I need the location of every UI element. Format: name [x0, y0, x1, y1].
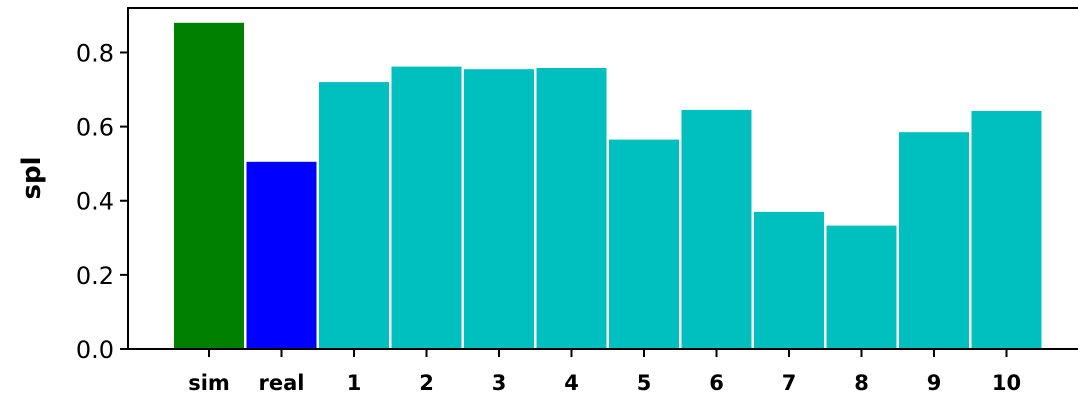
y-tick-label: 0.8	[76, 39, 114, 67]
x-tick-label-sim: sim	[188, 371, 230, 395]
y-tick-label: 0.6	[76, 114, 114, 142]
x-tick-label-3: 3	[492, 371, 507, 395]
x-tick-label-8: 8	[854, 371, 869, 395]
bar-5	[609, 139, 679, 349]
bar-10	[971, 111, 1042, 349]
bar-real	[246, 161, 317, 349]
y-axis-title: spl	[17, 157, 47, 200]
bars-group	[174, 22, 1042, 350]
x-tick-label-10: 10	[992, 371, 1021, 395]
bar-4	[536, 68, 607, 349]
x-tick-label-9: 9	[927, 371, 942, 395]
x-tick-label-1: 1	[347, 371, 362, 395]
y-tick-label: 0.4	[76, 188, 114, 216]
bar-2	[391, 66, 462, 349]
bar-8	[826, 225, 897, 349]
y-ticks-group: 0.0 0.2 0.4 0.6 0.8	[76, 39, 128, 364]
x-tick-label-6: 6	[709, 371, 724, 395]
y-tick-label: 0.0	[76, 336, 114, 364]
x-tick-label-real: real	[259, 371, 305, 395]
x-tick-label-2: 2	[419, 371, 434, 395]
bar-9	[899, 132, 969, 349]
bar-6	[681, 109, 752, 350]
x-tick-label-5: 5	[637, 371, 652, 395]
bar-7	[754, 211, 824, 349]
x-tick-label-4: 4	[564, 371, 579, 395]
bar-sim	[174, 22, 244, 350]
x-ticks-group: sim real 1 2 3 4 5 6 7 8 9 10	[188, 349, 1021, 395]
bar-3	[464, 69, 534, 349]
bar-1	[319, 82, 389, 349]
x-tick-label-7: 7	[782, 371, 797, 395]
y-tick-label: 0.2	[76, 262, 114, 290]
